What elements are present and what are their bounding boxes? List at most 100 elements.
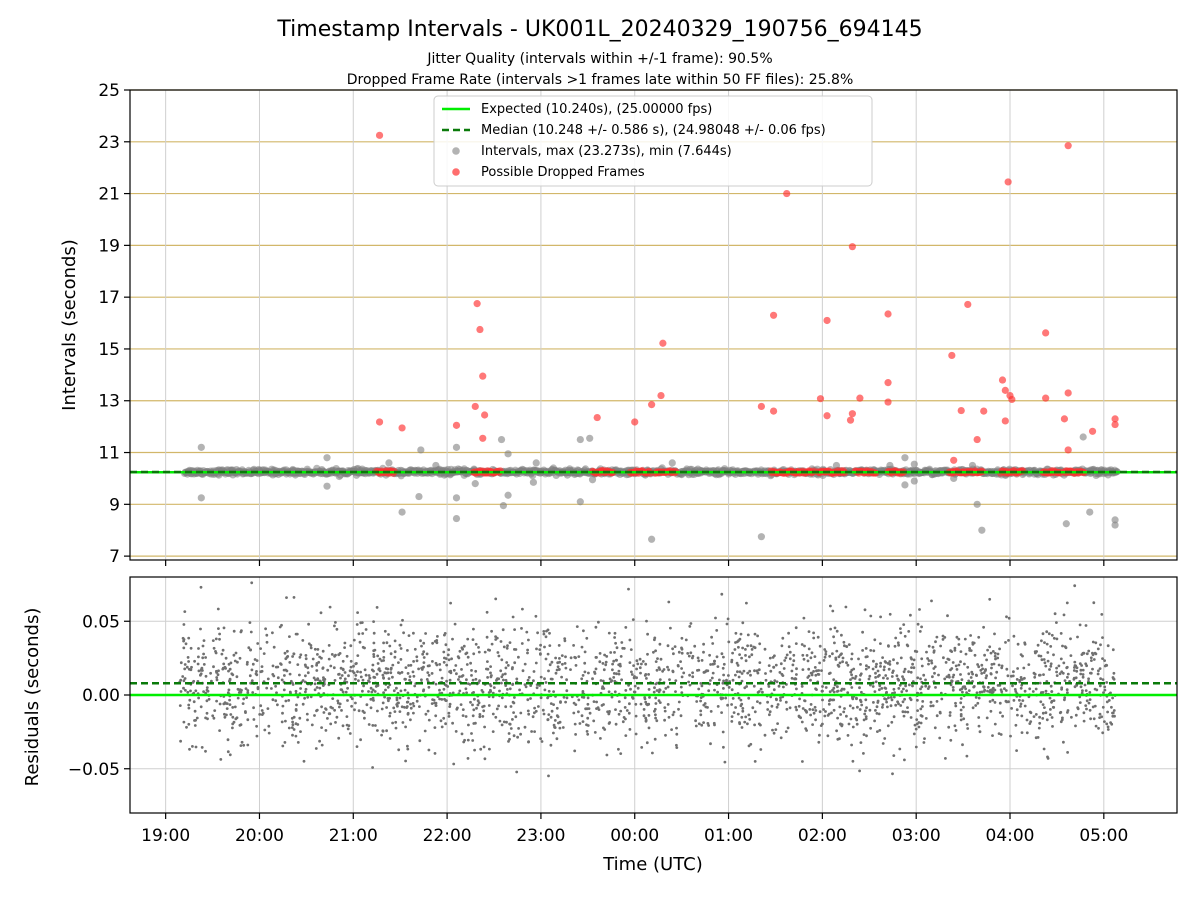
residual-point (750, 648, 754, 651)
residual-point (211, 714, 215, 718)
residual-point (727, 686, 731, 689)
residual-point (320, 656, 323, 660)
residual-point (969, 634, 972, 637)
interval-y-tick-label: 9 (109, 495, 120, 515)
residual-point (803, 699, 806, 702)
residual-point (310, 723, 314, 727)
residual-point (1004, 641, 1007, 644)
residual-point (818, 661, 821, 665)
residual-point (942, 656, 945, 660)
residual-point (195, 716, 199, 720)
residual-point (328, 605, 332, 609)
residual-point (756, 671, 760, 675)
residual-point (1093, 687, 1097, 691)
residual-point (727, 640, 731, 644)
residual-point (838, 661, 842, 665)
residual-point (974, 673, 978, 677)
residual-point (542, 712, 546, 716)
residual-point (479, 747, 483, 751)
residual-point (284, 668, 288, 672)
residual-point (624, 734, 628, 737)
residual-point (822, 708, 825, 711)
residual-point (292, 652, 296, 656)
residual-point (376, 729, 379, 732)
residual-point (730, 688, 734, 692)
time-x-tick-label: 19:00 (141, 826, 190, 846)
residual-point (854, 675, 858, 678)
residual-point (654, 716, 657, 720)
residual-point (400, 671, 404, 674)
dropped-frame-point (481, 411, 489, 419)
residual-point (815, 669, 818, 673)
residual-point (1055, 670, 1058, 674)
residual-point (645, 677, 648, 680)
residual-point (313, 682, 317, 686)
residual-point (772, 688, 776, 692)
residual-point (974, 704, 978, 707)
residual-point (709, 742, 712, 746)
residual-point (886, 705, 889, 709)
residual-point (349, 644, 353, 648)
residual-point (959, 697, 963, 700)
residual-point (615, 658, 618, 662)
residual-point (722, 655, 725, 659)
residual-point (199, 585, 203, 589)
residual-point (617, 669, 621, 673)
interval-outlier-point (323, 454, 331, 462)
residual-point (675, 743, 678, 747)
residual-point (790, 669, 794, 673)
residual-point (452, 668, 456, 672)
residual-point (306, 718, 309, 722)
residual-point (1078, 623, 1082, 627)
residual-point (1088, 708, 1092, 712)
residual-point (461, 674, 465, 677)
residual-point (874, 709, 877, 712)
residual-point (287, 726, 291, 730)
residual-point (950, 667, 954, 670)
interval-outlier-point (432, 461, 440, 470)
residual-point (864, 717, 868, 721)
residual-point (947, 725, 951, 729)
residual-point (1102, 691, 1105, 694)
residual-point (615, 646, 619, 650)
intervals-axes-frame (129, 89, 1178, 561)
residual-point (1025, 731, 1029, 735)
residual-point (389, 671, 393, 675)
residual-point (500, 681, 503, 685)
residual-point (930, 599, 933, 603)
residual-point (217, 627, 220, 630)
residual-point (784, 730, 788, 733)
residual-point (635, 676, 638, 680)
residual-point (1066, 672, 1070, 676)
residual-point (548, 644, 552, 647)
residual-point (824, 652, 828, 656)
residual-point (699, 713, 703, 717)
residual-point (1084, 624, 1088, 627)
residual-point (1015, 749, 1018, 752)
residual-point (993, 701, 997, 704)
residual-point (1010, 674, 1013, 678)
residual-point (497, 704, 500, 708)
residual-point (657, 690, 661, 694)
residual-point (586, 716, 590, 720)
residual-point (228, 667, 232, 671)
residual-point (854, 717, 858, 720)
residual-point (286, 649, 289, 653)
dropped-frame-point (957, 406, 965, 415)
residual-point (952, 673, 956, 677)
residual-point (386, 685, 390, 689)
residual-point (834, 658, 838, 661)
residual-point (1027, 663, 1031, 666)
residual-point (461, 647, 464, 651)
residual-point (898, 683, 902, 687)
residual-point (359, 675, 363, 679)
residual-point (264, 627, 267, 631)
residual-point (964, 652, 968, 656)
residual-point (305, 712, 309, 716)
residual-point (492, 686, 496, 689)
residual-point (1032, 671, 1036, 675)
residual-point (951, 686, 955, 689)
residual-point (444, 643, 448, 647)
residual-point (855, 697, 858, 701)
residual-point (471, 703, 474, 707)
